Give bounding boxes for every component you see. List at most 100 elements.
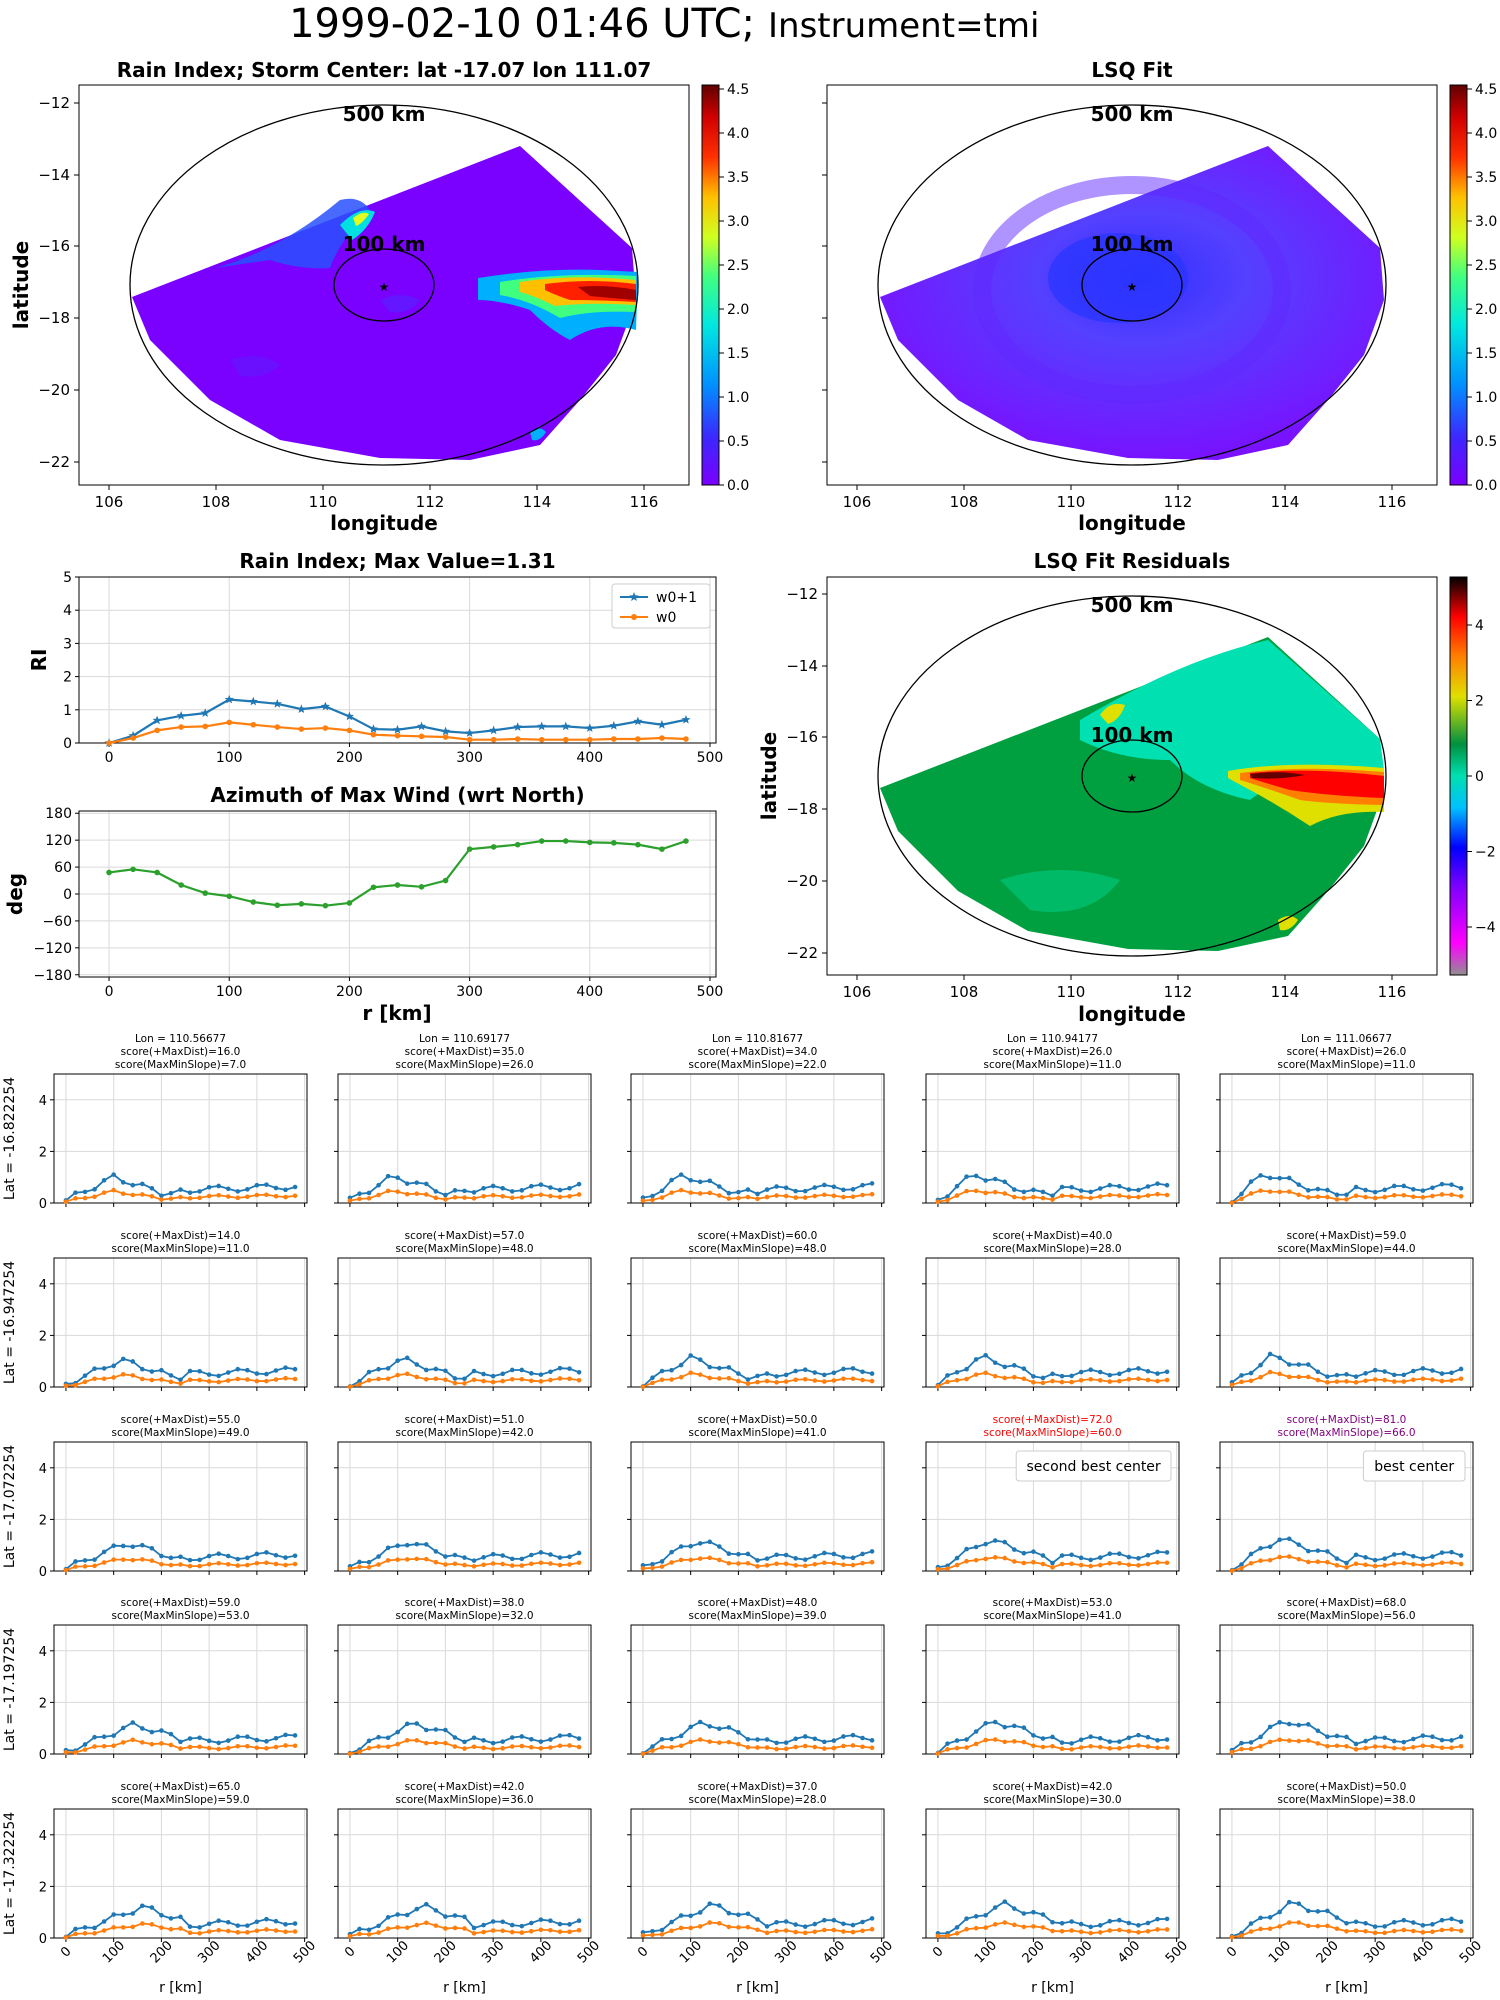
data-point [235,1189,241,1194]
axes-frame [630,1073,885,1204]
axes-frame [925,1624,1180,1755]
data-point [755,1373,760,1379]
data-point [206,1372,212,1377]
data-point [1258,1545,1263,1551]
data-point [206,1929,212,1934]
data-point [1164,1916,1170,1922]
data-point [755,1737,760,1742]
data-point [385,1173,391,1179]
data-point [92,1194,97,1200]
data-point [1059,1553,1065,1558]
data-point [1382,1556,1387,1561]
tick: −20 [786,872,827,890]
tick-label: −18 [38,309,70,327]
y-tick-label: 0 [39,1197,47,1212]
data-point [187,1736,193,1741]
data-point [197,1377,202,1383]
data-point [764,1924,770,1929]
x-axis-label: r [km] [736,1980,779,1996]
data-point [442,877,449,884]
data-point [1353,1919,1359,1925]
data-point [1229,1382,1235,1388]
data-point [774,1919,779,1925]
data-point [216,1746,221,1752]
x-tick: 500 [1163,1809,1191,1966]
data-point [418,733,425,740]
data-point [130,1182,136,1188]
data-point [443,1554,448,1559]
data-point [1344,1743,1349,1749]
data-point [869,1371,875,1376]
panel-score-slope: score(MaxMinSlope)=38.0 [1277,1794,1415,1806]
data-point [1353,1747,1359,1752]
data-point [1439,1550,1445,1555]
score-panel: 024score(+MaxDist)=55.0score(MaxMinSlope… [39,1414,308,1580]
tick: −18 [786,800,827,818]
data-point [149,1922,155,1927]
data-point [1458,1919,1464,1925]
tick-label: 116 [1378,983,1407,1001]
data-point [471,1558,477,1563]
data-point [187,1563,193,1569]
x-tick: 300 [1067,1809,1096,1966]
data-point [717,1726,722,1732]
y-tick-label: 1 [63,703,72,719]
map-lsq-fit: LSQ Fit 500 km 100 km ★ 106 108 110 112 … [822,58,1497,535]
data-point [1267,1189,1273,1194]
data-point [130,1359,136,1364]
x-tick: 100 [100,1809,128,1966]
data-point [1229,1749,1235,1755]
tick-label: 106 [843,493,872,511]
data-point [224,694,234,704]
y-tick-label: 3 [63,636,72,652]
tick-label: 112 [1164,983,1193,1001]
data-point [717,1193,722,1198]
data-point [1458,1743,1464,1749]
data-point [197,1931,202,1936]
y-tick: −180 [34,968,716,984]
data-point [954,1738,960,1743]
data-point [1430,1193,1435,1199]
data-point [869,1378,875,1384]
data-point [1258,1362,1263,1368]
data-point [669,1744,674,1750]
data-point [1088,1563,1093,1569]
data-point [548,1369,553,1375]
x-axis-label: longitude [1078,1002,1186,1026]
axes-frame [337,1441,592,1572]
data-point [376,1744,381,1749]
data-point [1239,1196,1244,1202]
data-point [1296,1362,1302,1367]
data-point [202,890,208,896]
data-point [235,1195,241,1201]
data-point [1430,1185,1435,1191]
data-point [149,1185,155,1191]
data-point [254,1378,260,1384]
data-point [1069,1741,1074,1746]
data-point [1145,1561,1151,1567]
data-point [111,1363,116,1369]
data-point [490,844,497,850]
colorbar-tick: 0 [1467,769,1484,785]
y-tick-label: 0 [63,736,72,752]
data-point [392,724,403,734]
data-point [248,696,258,706]
data-point [973,1925,979,1931]
data-point [707,1539,713,1545]
data-point [273,1185,279,1191]
data-point [1164,1737,1170,1742]
data-point [443,1192,448,1198]
data-point [935,1933,941,1939]
x-tick: 100 [216,811,243,1000]
data-point [557,1743,563,1749]
panel-score-maxdist: score(+MaxDist)=60.0 [698,1230,818,1242]
data-point [1267,1724,1273,1730]
data-point [1050,1378,1055,1384]
data-point [633,716,643,726]
colorbar-ticks: 0.00.51.01.52.02.53.03.54.04.5 [719,82,749,494]
ring-inner-label: 100 km [1091,232,1174,256]
data-point [1107,1918,1113,1924]
data-point [471,1925,477,1931]
data-point [1420,1366,1426,1371]
